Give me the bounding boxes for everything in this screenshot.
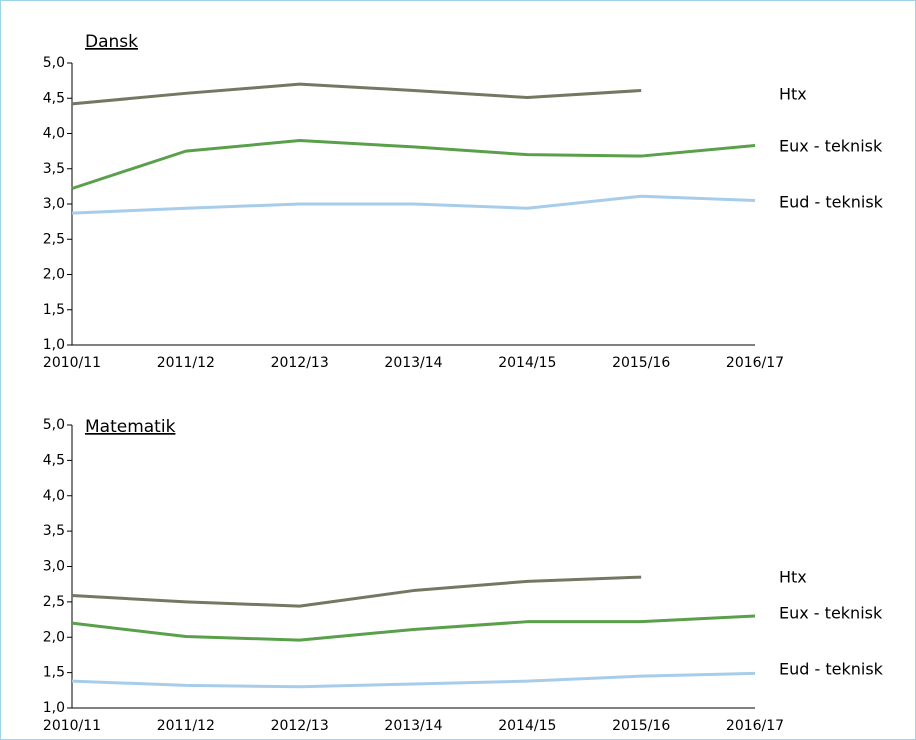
y-tick-label: 2,0 [43,267,65,283]
chart-title: Matematik [85,417,176,437]
y-tick-label: 4,0 [43,126,65,142]
x-tick-label: 2013/14 [384,718,442,734]
x-tick-label: 2016/17 [726,355,784,371]
y-tick-label: 4,5 [43,90,65,106]
x-tick-label: 2014/15 [498,718,556,734]
x-tick-label: 2011/12 [157,718,215,734]
series-line [71,614,756,642]
series-line [71,671,756,689]
x-tick-label: 2013/14 [384,355,442,371]
series-line [71,194,756,215]
y-tick-label: 3,0 [43,196,65,212]
y-tick-label: 3,5 [43,161,65,177]
series-label: Eud - teknisk [779,660,884,679]
y-tick-label: 2,5 [43,231,65,247]
x-tick-label: 2016/17 [726,718,784,734]
x-tick-label: 2014/15 [498,355,556,371]
y-tick-label: 1,5 [43,302,65,318]
y-tick-label: 1,0 [43,700,65,716]
y-tick-label: 2,0 [43,629,65,645]
y-tick-label: 5,0 [43,55,65,71]
x-tick-label: 2011/12 [157,355,215,371]
y-tick-label: 3,0 [43,559,65,575]
y-tick-label: 5,0 [43,417,65,433]
series-line [71,82,642,106]
series-label: Htx [779,568,807,587]
chart-title: Dansk [85,32,138,52]
y-tick-label: 3,5 [43,523,65,539]
x-tick-label: 2012/13 [271,718,329,734]
series-label: Eud - teknisk [779,193,884,212]
x-tick-label: 2010/11 [43,718,101,734]
y-tick-label: 4,0 [43,488,65,504]
series-label: Htx [779,85,807,104]
y-tick-label: 2,5 [43,594,65,610]
series-label: Eux - teknisk [779,604,883,623]
y-tick-label: 1,0 [43,337,65,353]
x-tick-label: 2015/16 [612,355,670,371]
series-line [71,575,642,608]
x-tick-label: 2012/13 [271,355,329,371]
series-line [71,139,756,190]
y-tick-label: 1,5 [43,665,65,681]
x-tick-label: 2015/16 [612,718,670,734]
series-label: Eux - teknisk [779,137,883,156]
y-tick-label: 4,5 [43,452,65,468]
x-tick-label: 2010/11 [43,355,101,371]
